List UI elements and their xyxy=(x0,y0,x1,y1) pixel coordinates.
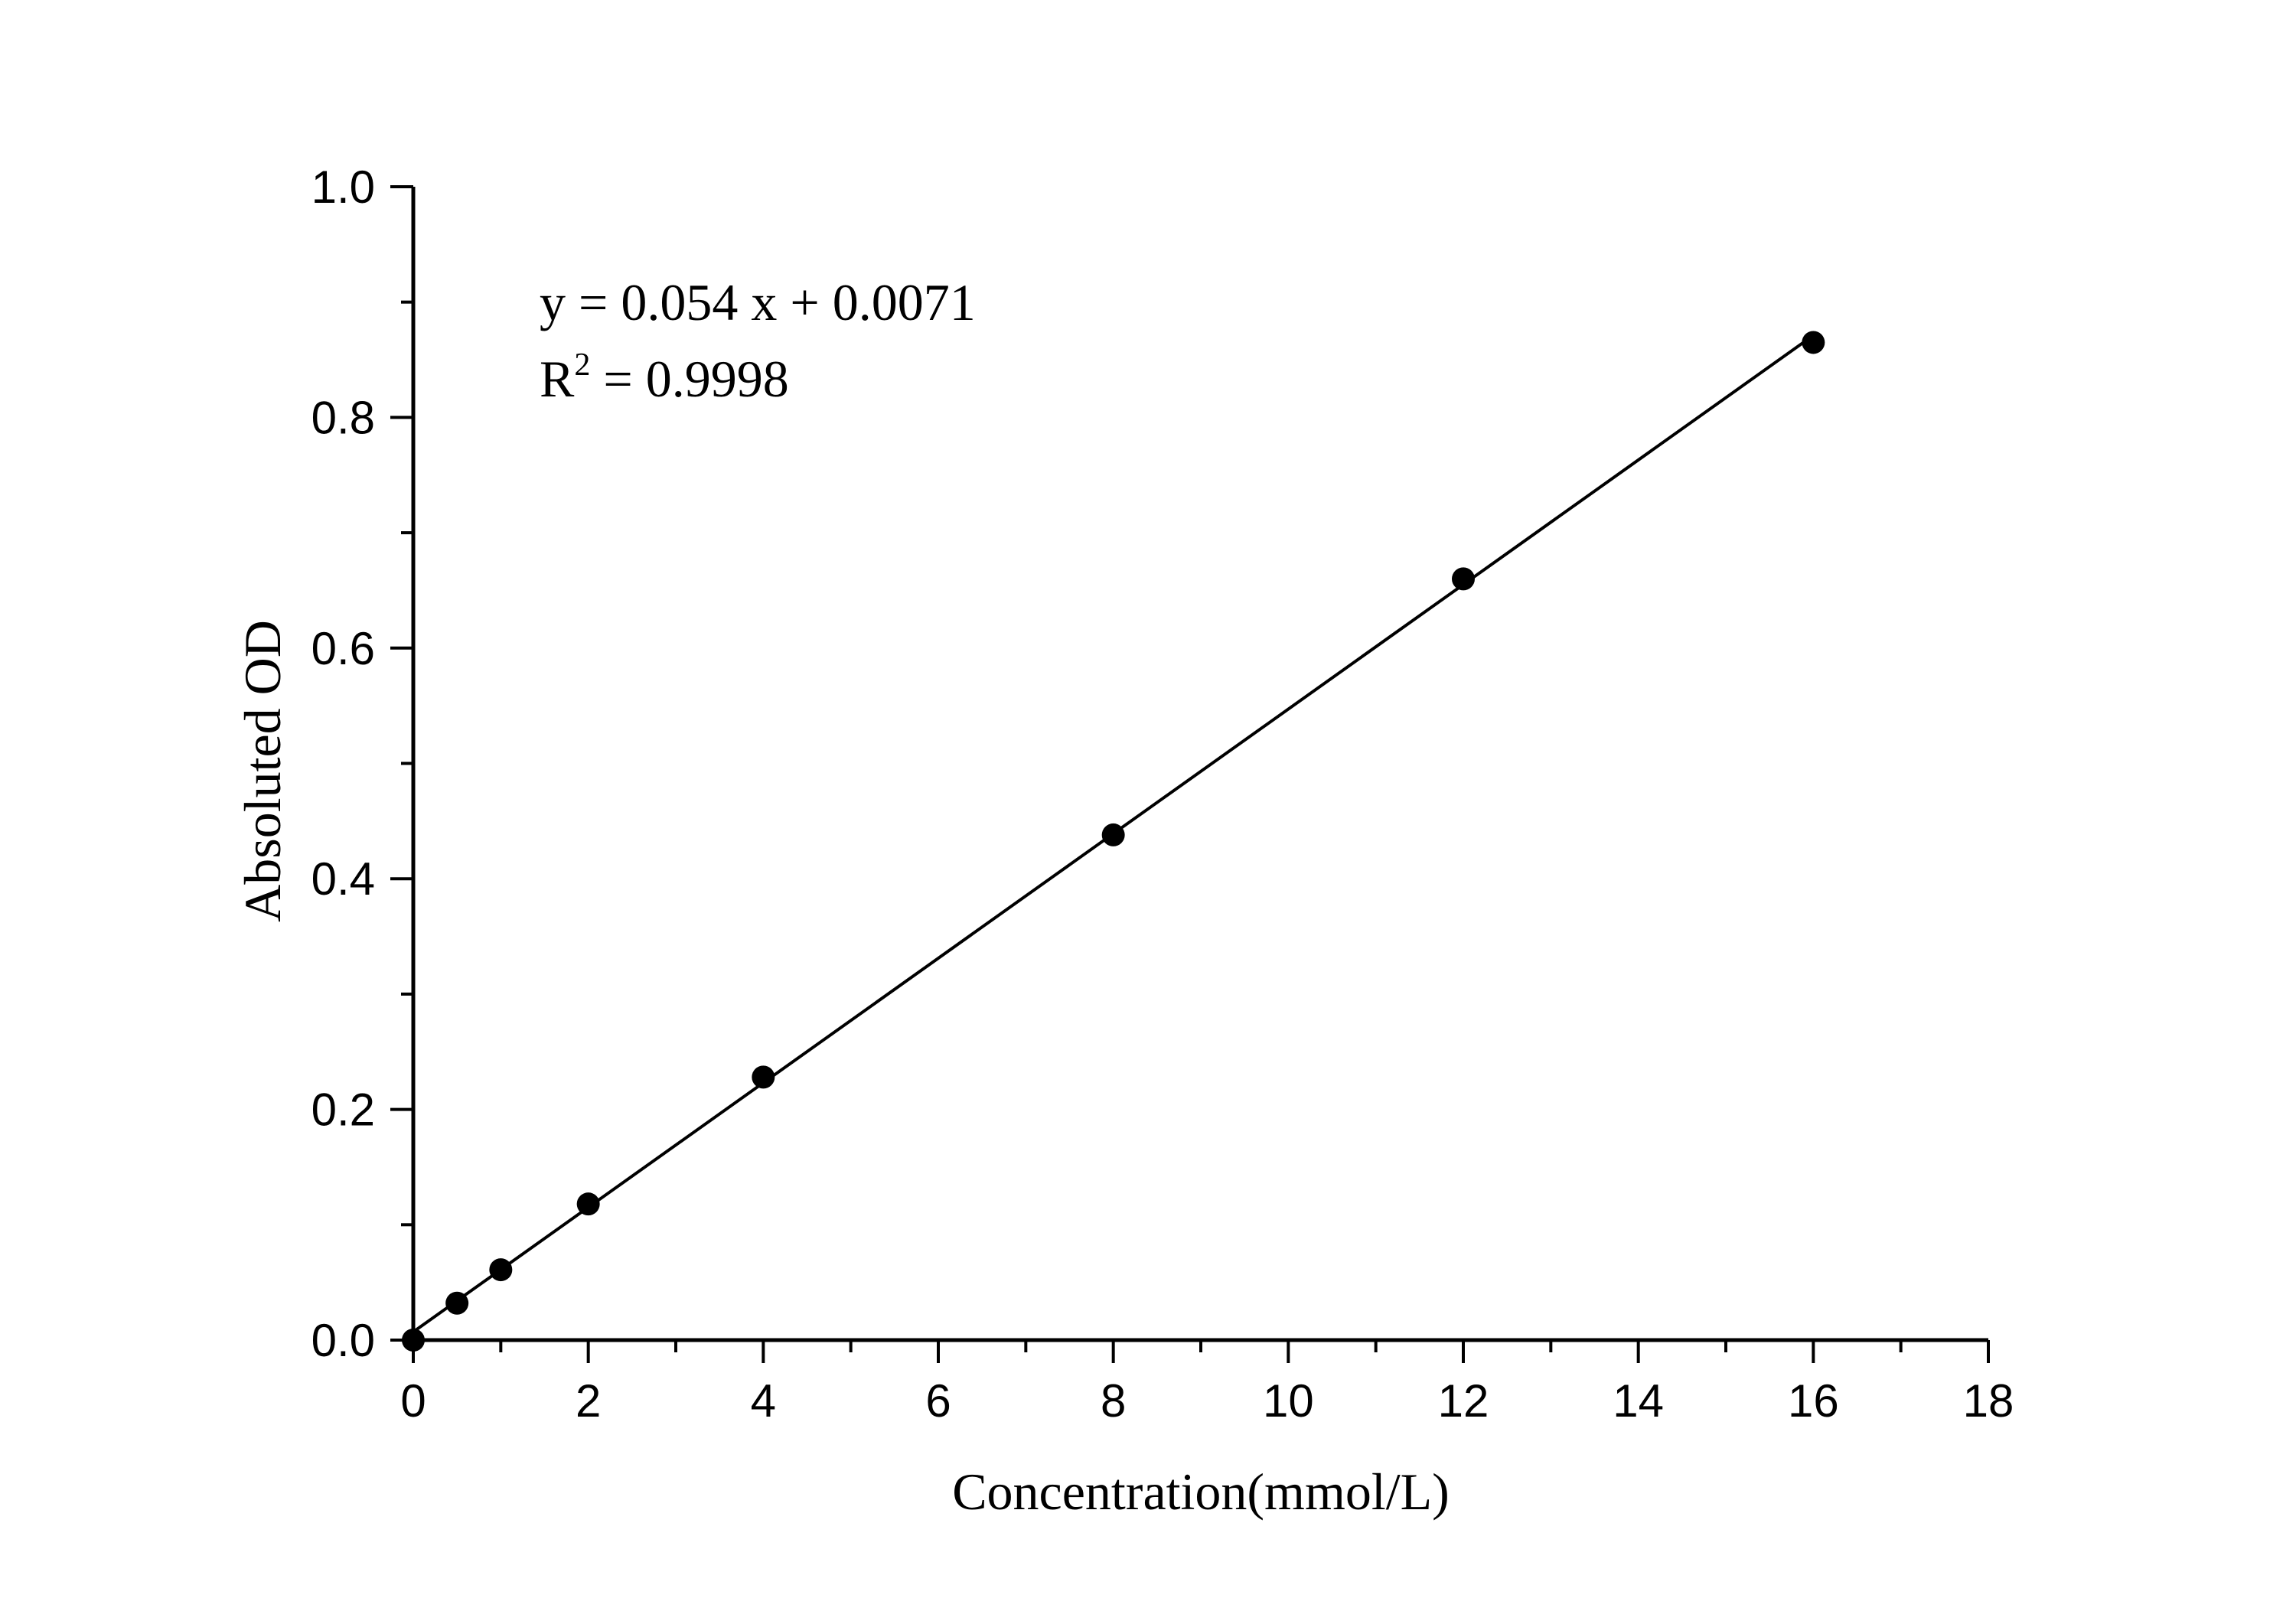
fit-equation: y = 0.054 x + 0.0071 xyxy=(540,273,976,331)
y-tick-label: 0.4 xyxy=(311,853,375,905)
data-point xyxy=(1101,823,1125,846)
data-point xyxy=(445,1291,469,1315)
x-tick-label: 2 xyxy=(576,1375,601,1427)
y-tick-label: 1.0 xyxy=(311,161,375,213)
y-tick-label: 0.0 xyxy=(311,1315,375,1366)
r-squared-value: = 0.9998 xyxy=(590,350,788,408)
data-point xyxy=(402,1329,425,1352)
y-tick-labels: 0.0 0.2 0.4 0.6 0.8 1.0 xyxy=(311,161,375,1366)
x-tick-label: 16 xyxy=(1788,1375,1839,1427)
plot-area: 0 2 4 6 8 10 12 14 16 18 0.0 0.2 0.4 0.6 0.8 1.0 xyxy=(311,161,2014,1427)
y-tick-label: 0.8 xyxy=(311,392,375,443)
data-point xyxy=(1452,567,1475,591)
r-squared: R2 = 0.9998 xyxy=(540,347,789,408)
x-tick-label: 18 xyxy=(1963,1375,2014,1427)
r-squared-superscript: 2 xyxy=(574,347,590,383)
x-tick-label: 0 xyxy=(400,1375,426,1427)
y-tick-label: 0.6 xyxy=(311,623,375,674)
x-tick-label: 14 xyxy=(1613,1375,1664,1427)
x-tick-label: 4 xyxy=(751,1375,776,1427)
data-point xyxy=(489,1258,513,1282)
data-point xyxy=(1802,331,1825,354)
data-point xyxy=(752,1065,775,1089)
x-tick-label: 6 xyxy=(925,1375,951,1427)
y-axis-title: Absoluted OD xyxy=(233,620,292,922)
x-tick-label: 10 xyxy=(1263,1375,1314,1427)
data-point xyxy=(576,1192,600,1216)
axis-ticks xyxy=(390,185,1990,1363)
x-tick-label: 12 xyxy=(1438,1375,1489,1427)
x-tick-label: 8 xyxy=(1101,1375,1126,1427)
x-axis-title: Concentration(mmol/L) xyxy=(952,1463,1450,1521)
data-points xyxy=(402,331,1825,1352)
y-tick-label: 0.2 xyxy=(311,1084,375,1136)
x-tick-labels: 0 2 4 6 8 10 12 14 16 18 xyxy=(400,1375,2014,1427)
r-squared-prefix: R xyxy=(540,350,575,408)
